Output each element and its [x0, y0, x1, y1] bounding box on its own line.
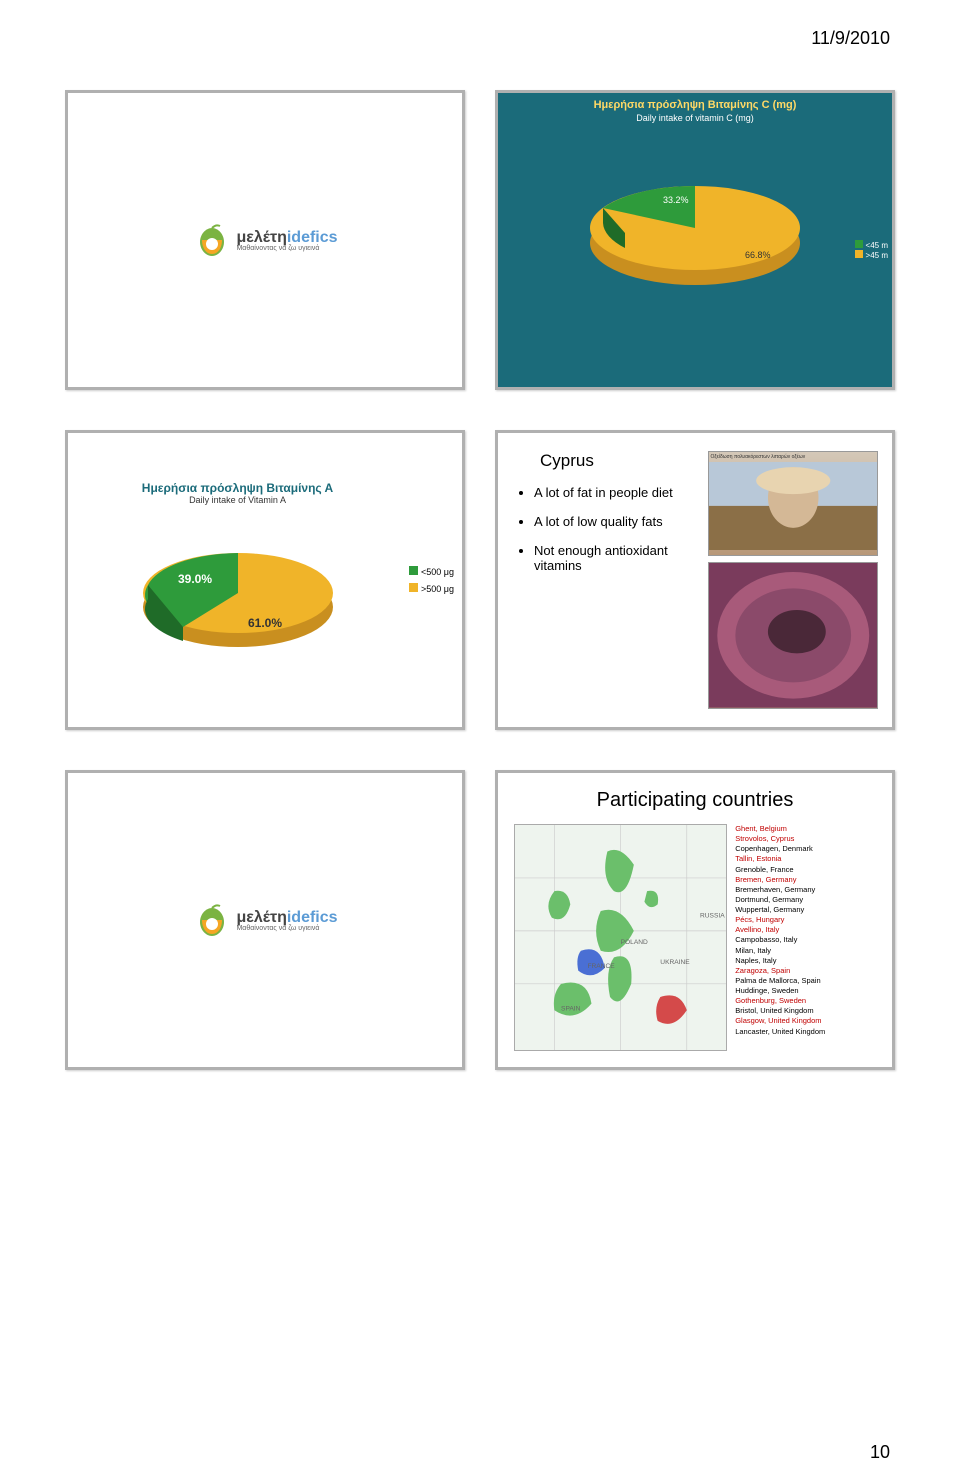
- country-item: Dortmund, Germany: [735, 895, 876, 905]
- slide-row-3: μελέτηidefics Μαθαίνοντας να ζω υγιεινά …: [0, 770, 960, 1070]
- chart-title-greek: Ημερήσια πρόσληψη Βιταμίνης C (mg): [594, 99, 797, 111]
- slide-cyprus: Cyprus A lot of fat in people diet A lot…: [495, 430, 895, 730]
- svg-text:POLAND: POLAND: [621, 939, 648, 946]
- country-item: Zaragoza, Spain: [735, 966, 876, 976]
- country-item: Strovolos, Cyprus: [735, 834, 876, 844]
- vita-title-greek: Ημερήσια πρόσληψη Βιταμίνης Α: [76, 481, 399, 495]
- chart-area-vitc: Ημερήσια πρόσληψη Βιταμίνης C (mg) Daily…: [498, 93, 892, 387]
- bullet-lowq: A lot of low quality fats: [534, 514, 700, 529]
- logo: μελέτηidefics Μαθαίνοντας να ζω υγιεινά: [192, 900, 337, 940]
- country-list: Ghent, BelgiumStrovolos, CyprusCopenhage…: [735, 824, 876, 1051]
- europe-map: POLAND UKRAINE RUSSIA SPAIN FRANCE: [514, 824, 727, 1051]
- svg-text:SPAIN: SPAIN: [561, 1005, 581, 1012]
- slide-row-2: Ημερήσια πρόσληψη Βιταμίνης Α Daily inta…: [0, 430, 960, 730]
- pct-small: 33.2%: [663, 195, 689, 205]
- slide-vitc-chart: Ημερήσια πρόσληψη Βιταμίνης C (mg) Daily…: [495, 90, 895, 390]
- country-item: Campobasso, Italy: [735, 935, 876, 945]
- oxidation-image: Οξείδωση πολυακόρεστων λιπαρών οξέων: [708, 451, 878, 556]
- country-item: Ghent, Belgium: [735, 824, 876, 834]
- country-item: Lancaster, United Kingdom: [735, 1027, 876, 1037]
- artery-image: [708, 562, 878, 709]
- apple-icon: [192, 900, 232, 940]
- country-item: Huddinge, Sweden: [735, 986, 876, 996]
- slide-row-1: μελέτηidefics Μαθαίνοντας να ζω υγιεινά …: [0, 0, 960, 390]
- cyprus-title: Cyprus: [540, 451, 700, 471]
- country-item: Bremerhaven, Germany: [735, 885, 876, 895]
- svg-text:61.0%: 61.0%: [248, 616, 282, 630]
- chart-title-en: Daily intake of vitamin C (mg): [636, 113, 754, 123]
- country-item: Bremen, Germany: [735, 875, 876, 885]
- country-item: Tallin, Estonia: [735, 854, 876, 864]
- pie-chart-vitc: 33.2% 66.8%: [575, 148, 815, 298]
- page-number: 10: [870, 1442, 890, 1463]
- svg-text:FRANCE: FRANCE: [588, 963, 616, 970]
- svg-text:UKRAINE: UKRAINE: [660, 959, 690, 966]
- logo-text: μελέτηidefics: [236, 909, 337, 927]
- logo-text: μελέτηidefics: [236, 229, 337, 247]
- country-item: Bristol, United Kingdom: [735, 1006, 876, 1016]
- legend-vitc: <45 m >45 m: [855, 240, 888, 260]
- apple-icon: [192, 220, 232, 260]
- svg-text:39.0%: 39.0%: [178, 572, 212, 586]
- country-item: Glasgow, United Kingdom: [735, 1016, 876, 1026]
- slide-logo-2: μελέτηidefics Μαθαίνοντας να ζω υγιεινά: [65, 770, 465, 1070]
- country-item: Grenoble, France: [735, 865, 876, 875]
- bullet-fat: A lot of fat in people diet: [534, 485, 700, 500]
- pie-chart-vita: 39.0% 61.0%: [128, 515, 348, 675]
- countries-title: Participating countries: [506, 789, 884, 812]
- country-item: Pécs, Hungary: [735, 915, 876, 925]
- logo: μελέτηidefics Μαθαίνοντας να ζω υγιεινά: [192, 220, 337, 260]
- slide-vita-chart: Ημερήσια πρόσληψη Βιταμίνης Α Daily inta…: [65, 430, 465, 730]
- bullet-antiox: Not enough antioxidant vitamins: [534, 543, 700, 573]
- country-item: Copenhagen, Denmark: [735, 844, 876, 854]
- header-date: 11/9/2010: [811, 28, 890, 49]
- legend-vita: <500 μg >500 μg: [409, 566, 454, 594]
- svg-text:RUSSIA: RUSSIA: [700, 913, 725, 920]
- slide-logo-1: μελέτηidefics Μαθαίνοντας να ζω υγιεινά: [65, 90, 465, 390]
- slide-countries: Participating countries: [495, 770, 895, 1070]
- country-item: Milan, Italy: [735, 946, 876, 956]
- country-item: Wuppertal, Germany: [735, 905, 876, 915]
- vita-title-en: Daily intake of Vitamin A: [76, 495, 399, 505]
- country-item: Naples, Italy: [735, 956, 876, 966]
- country-item: Gothenburg, Sweden: [735, 996, 876, 1006]
- country-item: Avellino, Italy: [735, 925, 876, 935]
- pct-big: 66.8%: [745, 250, 771, 260]
- country-item: Palma de Mallorca, Spain: [735, 976, 876, 986]
